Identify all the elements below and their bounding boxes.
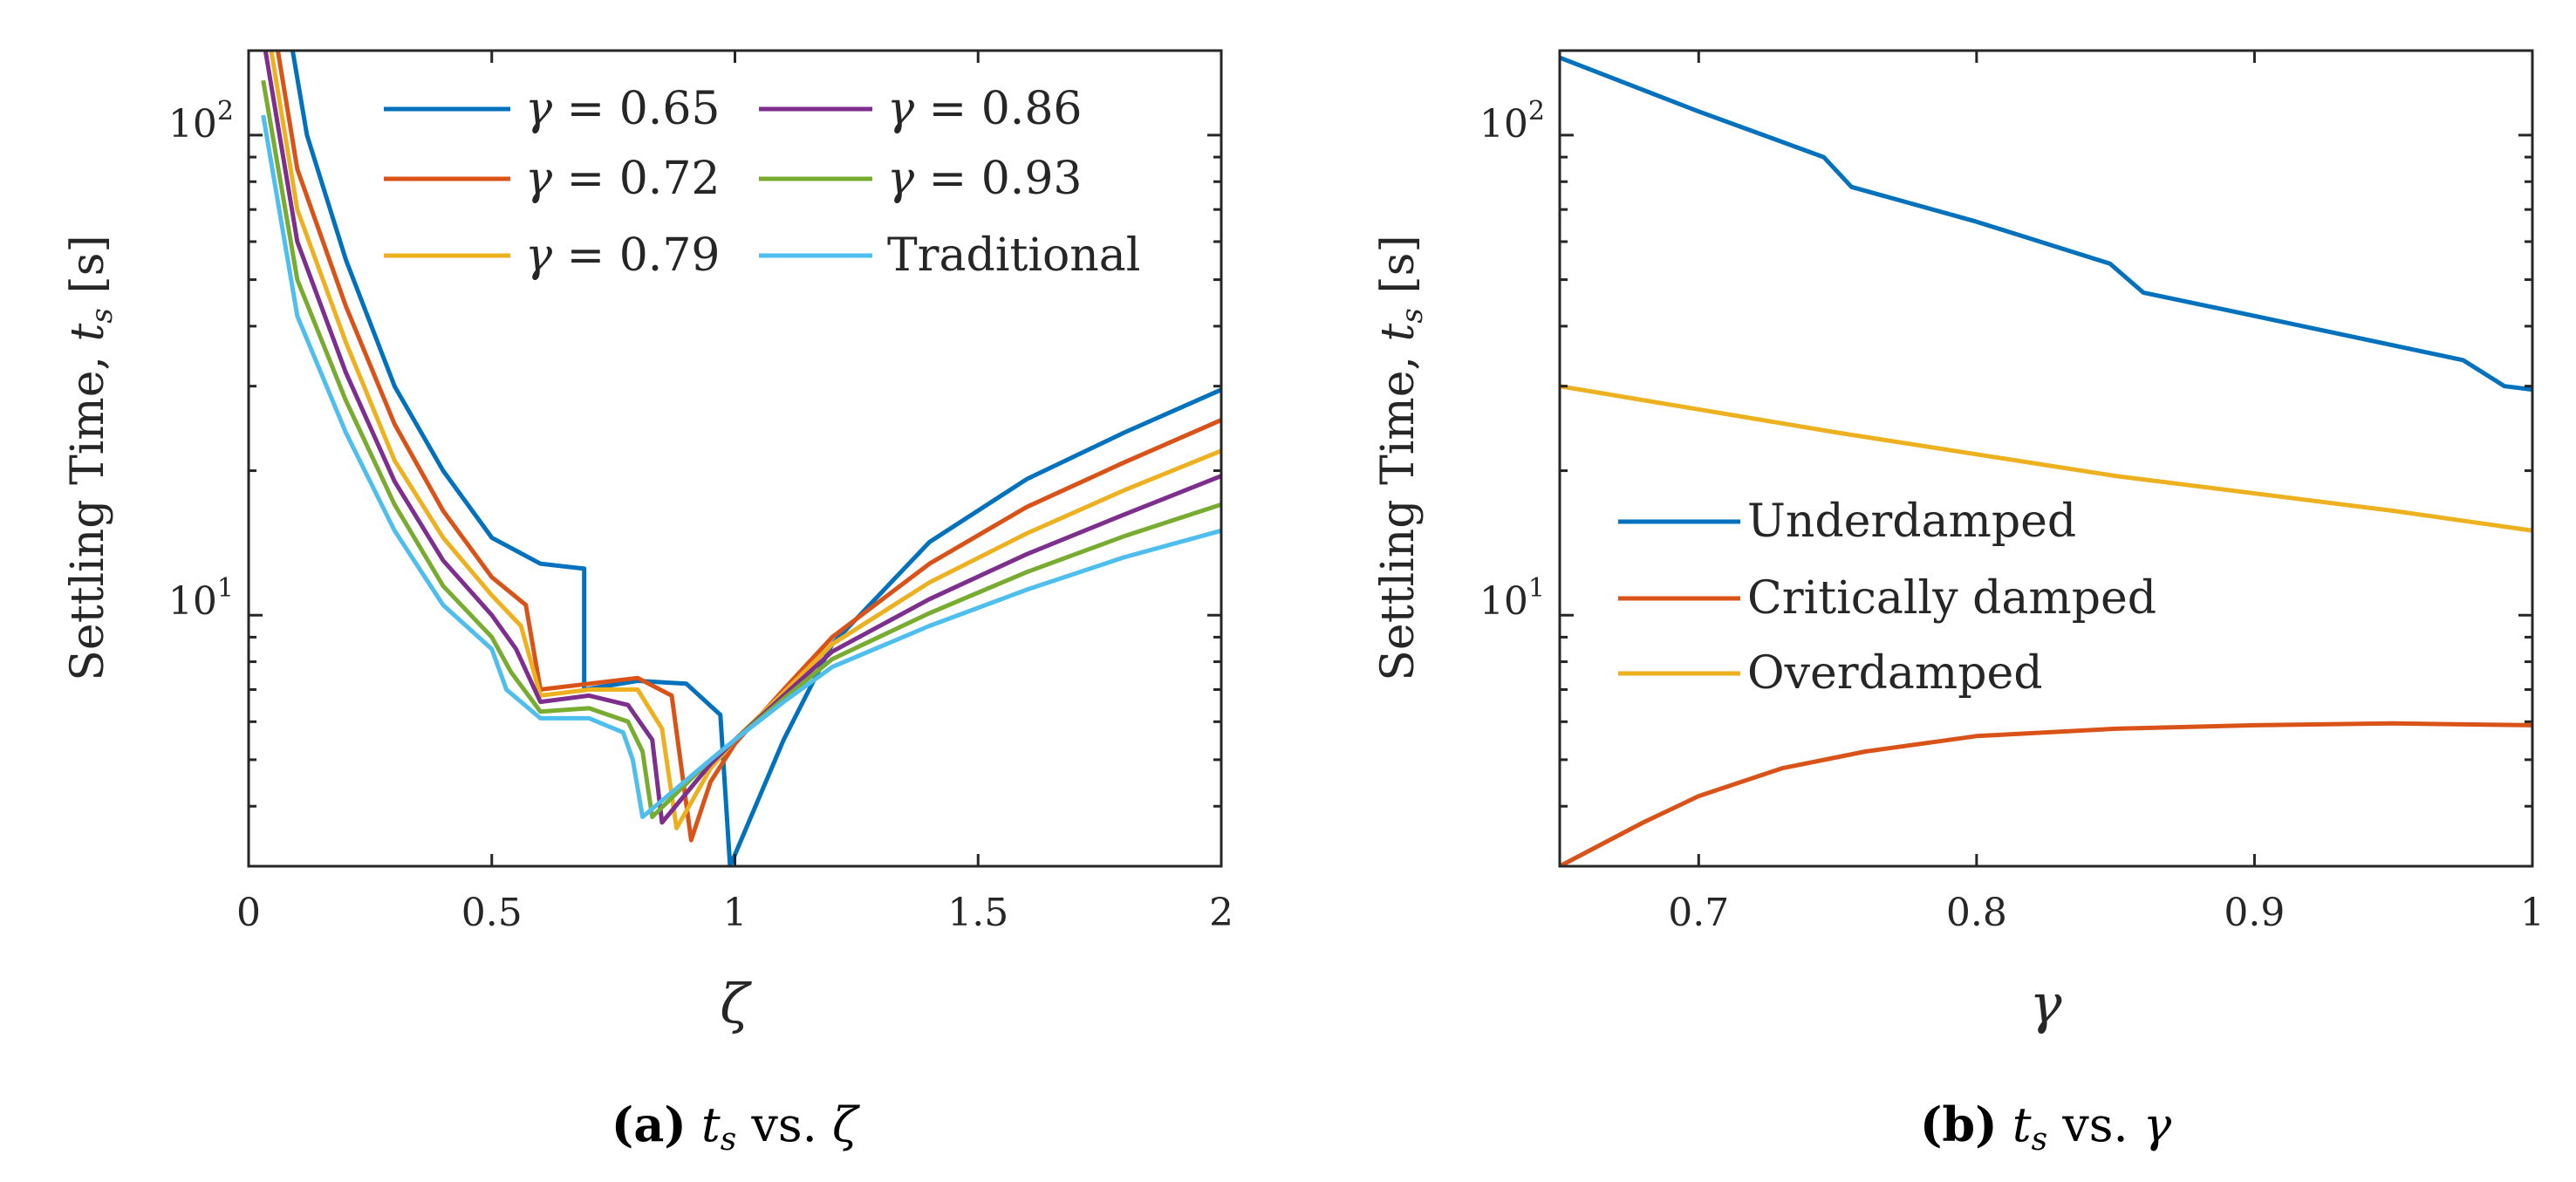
y-tick-label-10: 101 (1479, 573, 1545, 624)
caption-b: (b) ts vs. γ (1920, 1097, 2172, 1158)
series-line-3 (263, 51, 1221, 825)
x-tick-label: 0.7 (1668, 891, 1729, 935)
legend-label-4: γ = 0.93 (887, 153, 1083, 205)
x-tick-label: 1.5 (947, 891, 1008, 935)
caption-a: (a) ts vs. ζ (612, 1097, 860, 1158)
series-line-4 (261, 79, 1221, 819)
y-tick-label-100: 102 (1479, 96, 1545, 147)
x-axis-label: γ (2029, 972, 2062, 1035)
x-tick-label: 0.8 (1946, 891, 2007, 935)
x-tick-label: 0.9 (2224, 891, 2285, 935)
legend: Underdamped Critically damped Overdamped (1618, 495, 2156, 700)
panel-b-chart: 0.7 0.8 0.9 1 102 101 Settling Time, ts [s]… (1372, 49, 2545, 1158)
x-tick-label: 1 (2520, 891, 2545, 935)
x-tick-label: 0 (236, 891, 261, 935)
y-tick-label-100: 102 (168, 96, 234, 147)
x-tick-label: 0.5 (461, 891, 523, 935)
y-axis-label: Settling Time, ts [s] (1372, 235, 1430, 680)
y-axis-label: Settling Time, ts [s] (62, 235, 120, 680)
panel-a-chart: 0 0.5 1 1.5 2 102 101 Settling Time, ts [s] … (62, 49, 1233, 1158)
legend-label-2: γ = 0.79 (525, 229, 721, 282)
legend-label-0: γ = 0.65 (525, 83, 721, 135)
series-line-5 (261, 114, 1221, 819)
series-line-2 (1560, 384, 2532, 533)
series-line-0 (1560, 55, 2532, 393)
legend-label-3: γ = 0.86 (887, 83, 1083, 135)
legend-label-1: γ = 0.72 (525, 153, 721, 205)
x-tick-label: 2 (1209, 891, 1233, 935)
legend-label-0: Underdamped (1747, 495, 2076, 548)
x-axis-label: ζ (720, 972, 752, 1035)
legend-label-5: Traditional (887, 229, 1140, 282)
series-line-2 (269, 51, 1221, 830)
series-line-0 (290, 51, 1221, 866)
series-line-1 (1560, 721, 2532, 866)
legend-label-2: Overdamped (1747, 647, 2043, 700)
y-tick-label-10: 101 (168, 573, 234, 624)
x-tick-label: 1 (723, 891, 748, 935)
series-line-1 (275, 51, 1221, 843)
legend: γ = 0.65 γ = 0.72 γ = 0.79 γ = 0.86 γ = … (384, 83, 1140, 282)
legend-label-1: Critically damped (1747, 572, 2156, 625)
